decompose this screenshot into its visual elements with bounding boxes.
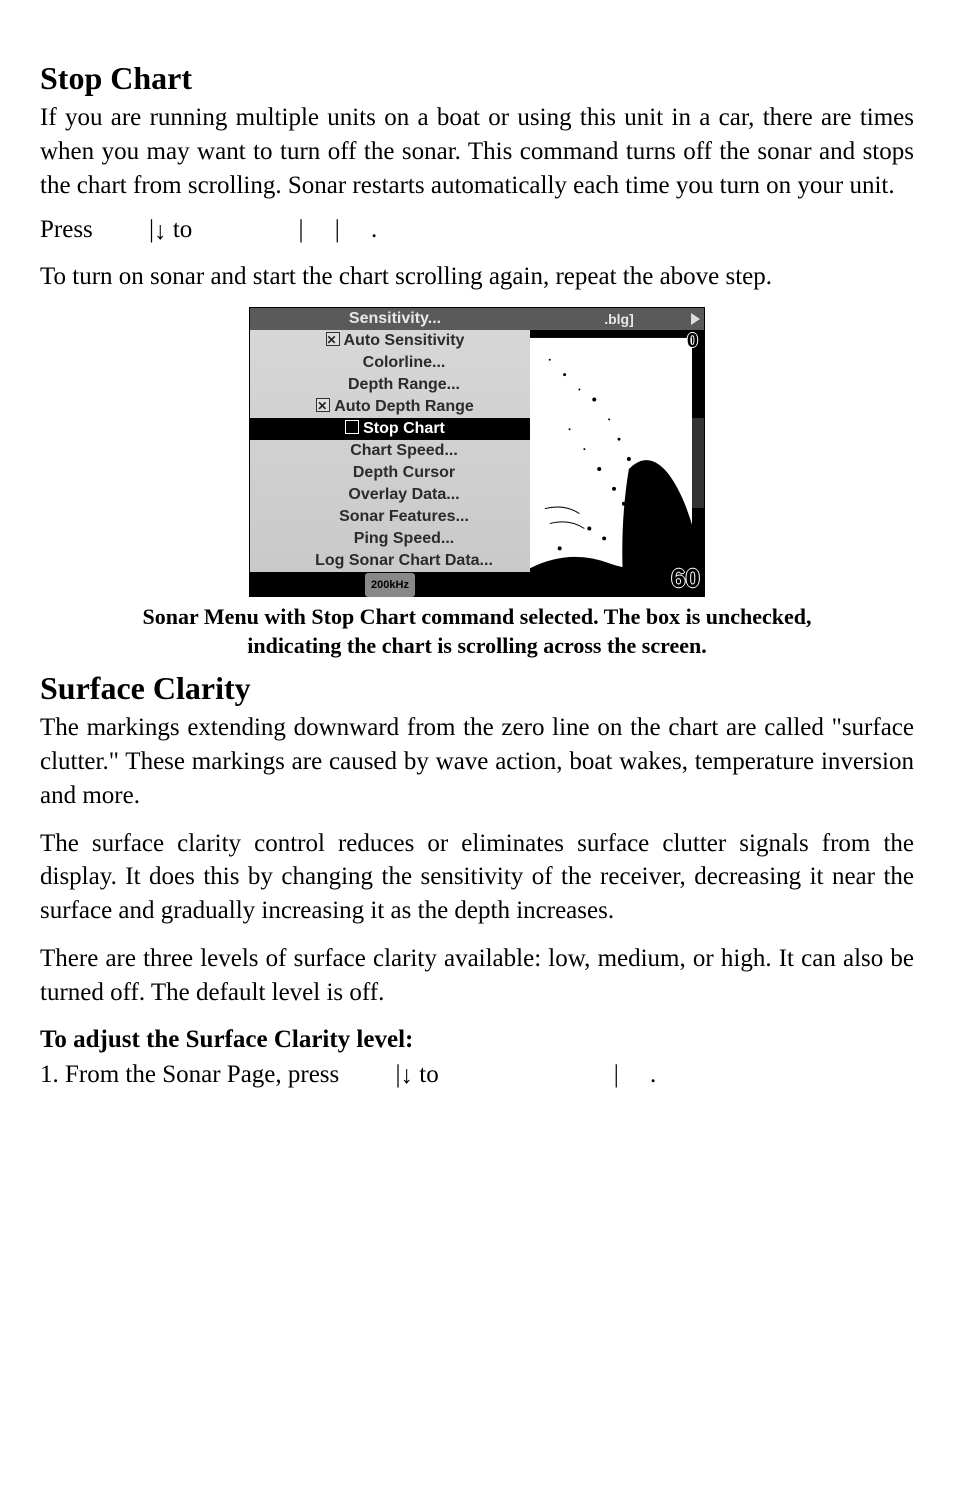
menu-label: Colorline... [363,354,446,371]
press-instruction-line: Press |↓ to | | . [40,216,914,245]
after-press-paragraph: To turn on sonar and start the chart scr… [40,260,914,294]
menu-label: Ping Speed... [354,530,454,547]
figure-caption: Sonar Menu with Stop Chart command selec… [40,603,914,660]
menu-item-chart-speed[interactable]: Chart Speed... [250,440,530,462]
menu-label: Log Sonar Chart Data... [315,552,493,569]
menu-footer: 200kHz [250,572,530,596]
step-1-to: to [419,1061,438,1088]
menu-item-sonar-features[interactable]: Sonar Features... [250,506,530,528]
menu-item-sensitivity[interactable]: Sensitivity... [250,308,530,330]
menu-item-auto-sensitivity[interactable]: Auto Sensitivity [250,330,530,352]
sonar-noise-svg [530,330,704,596]
menu-item-ping-speed[interactable]: Ping Speed... [250,528,530,550]
menu-item-overlay-data[interactable]: Overlay Data... [250,484,530,506]
frequency-badge: 200kHz [365,573,415,597]
sonar-display-column: .blg] [530,308,704,596]
step-1-prefix: 1. From the Sonar Page, press [40,1061,339,1088]
sonar-side-scale [692,418,704,508]
sonar-menu-column: Sensitivity... Auto Sensitivity Colorlin… [250,308,530,596]
menu-label: Stop Chart [363,420,445,437]
menu-item-log-sonar[interactable]: Log Sonar Chart Data... [250,550,530,572]
checkbox-icon[interactable] [326,332,340,346]
surface-clarity-para-1: The markings extending downward from the… [40,711,914,812]
menu-item-depth-cursor[interactable]: Depth Cursor [250,462,530,484]
sonar-titlebar: .blg] [530,308,704,330]
stop-chart-heading: Stop Chart [40,60,914,97]
surface-clarity-para-2: The surface clarity control reduces or e… [40,827,914,928]
down-arrow-icon: ↓ [154,218,167,246]
caption-line-1: Sonar Menu with Stop Chart command selec… [142,604,811,629]
menu-item-depth-range[interactable]: Depth Range... [250,374,530,396]
sonar-title-text: .blg] [604,311,634,327]
adjust-subheading: To adjust the Surface Clarity level: [40,1023,914,1057]
menu-item-auto-depth-range[interactable]: Auto Depth Range [250,396,530,418]
menu-label: Overlay Data... [348,486,459,503]
menu-label: Depth Cursor [353,464,455,481]
depth-bottom-label: 60 [671,563,700,594]
press-to: to [173,216,192,243]
menu-item-colorline[interactable]: Colorline... [250,352,530,374]
down-arrow-icon: ↓ [401,1062,414,1090]
stop-chart-paragraph: If you are running multiple units on a b… [40,101,914,202]
menu-label: Sonar Features... [339,508,469,525]
checkbox-icon[interactable] [316,398,330,412]
menu-label: Sensitivity... [349,310,441,327]
menu-label: Depth Range... [348,376,460,393]
surface-clarity-para-3: There are three levels of surface clarit… [40,942,914,1010]
press-word: Press [40,216,93,243]
menu-label: Chart Speed... [350,442,458,459]
document-page: Stop Chart If you are running multiple u… [0,0,954,1487]
checkbox-icon[interactable] [345,420,359,434]
menu-item-stop-chart[interactable]: Stop Chart [250,418,530,440]
depth-zero-label: 0 [687,330,698,353]
surface-clarity-heading: Surface Clarity [40,670,914,707]
play-triangle-icon [691,313,700,325]
caption-line-2: indicating the chart is scrolling across… [247,633,707,658]
menu-label: Auto Sensitivity [344,332,465,349]
menu-label: Auto Depth Range [334,398,474,415]
step-1-line: 1. From the Sonar Page, press |↓ to | . [40,1061,914,1090]
sonar-menu-screenshot: Sensitivity... Auto Sensitivity Colorlin… [249,307,705,597]
figure-container: Sensitivity... Auto Sensitivity Colorlin… [40,307,914,597]
